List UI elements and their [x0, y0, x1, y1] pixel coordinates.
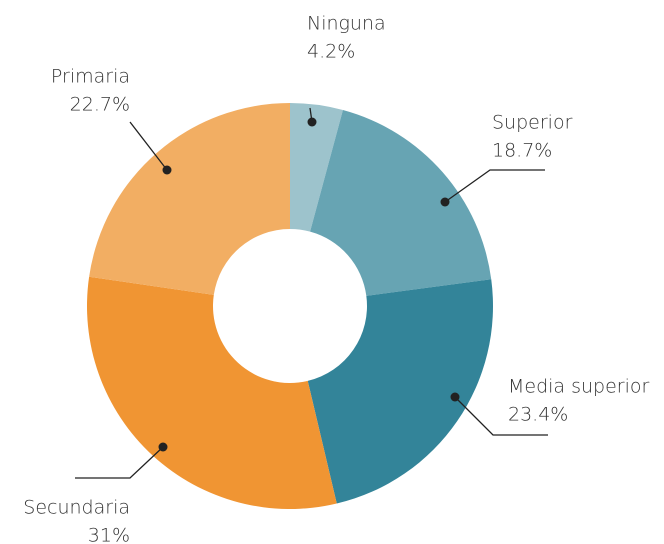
slice: [290, 103, 343, 232]
slice-label: Superior: [492, 112, 573, 134]
leader-dot: [162, 165, 172, 175]
slice-label: Ninguna: [307, 13, 386, 35]
leader-dot: [440, 197, 450, 207]
slice: [307, 279, 493, 504]
leader-line: [129, 121, 168, 171]
slice-label: Primaria: [51, 66, 130, 88]
leader-line: [454, 396, 548, 436]
value-label: 22.7%: [70, 94, 130, 116]
leader-dot: [450, 392, 460, 402]
value-label: 18.7%: [492, 140, 552, 162]
slice: [89, 102, 290, 295]
value-label: 31%: [88, 525, 130, 544]
leader-dot: [158, 442, 168, 452]
slice: [87, 276, 337, 509]
value-label: 4.2%: [307, 41, 355, 63]
leader-line: [75, 446, 164, 479]
leader-line: [444, 169, 545, 203]
leader-dot: [307, 117, 317, 127]
slice: [310, 110, 492, 296]
slice-label: Media superior: [508, 376, 650, 398]
slice-label: Secundaria: [23, 497, 130, 519]
value-label: 23.4%: [508, 404, 568, 426]
